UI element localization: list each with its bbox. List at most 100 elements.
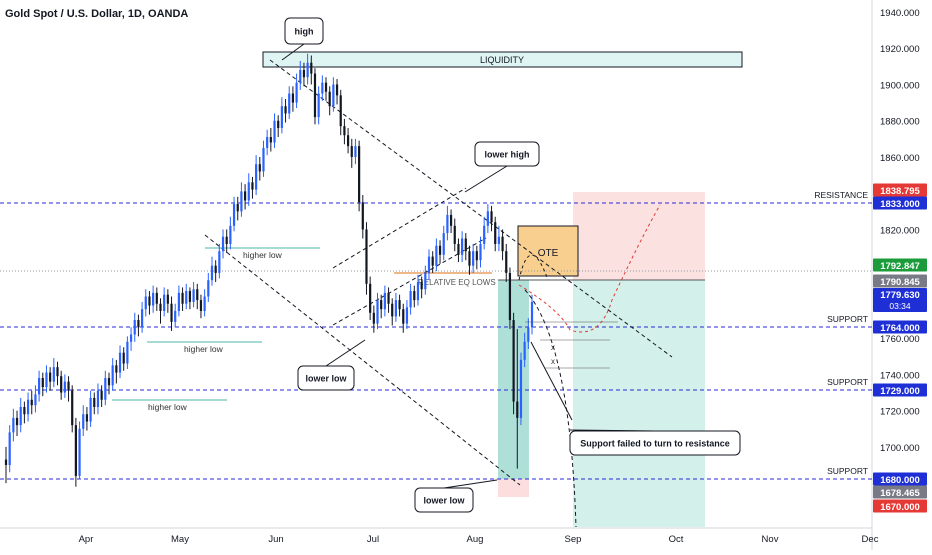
price-tag-label: 1792.847 bbox=[880, 261, 920, 272]
higher-low-label: higher low bbox=[243, 250, 283, 260]
x-tick-label: Sep bbox=[565, 534, 582, 545]
candle-body bbox=[78, 428, 81, 476]
y-tick-label: 1760.000 bbox=[880, 334, 920, 345]
candle-body bbox=[107, 378, 111, 386]
y-tick-label: 1860.000 bbox=[880, 153, 920, 164]
y-tick-label: 1920.000 bbox=[880, 44, 920, 55]
candle-body bbox=[229, 225, 232, 244]
candle-body bbox=[457, 243, 460, 255]
candle-body bbox=[402, 309, 405, 324]
candle-body bbox=[288, 93, 291, 114]
y-tick-label: 1820.000 bbox=[880, 225, 920, 236]
candle-body bbox=[221, 236, 225, 252]
annotation-lower-low-2-pointer bbox=[443, 479, 498, 489]
candle-body bbox=[365, 229, 368, 284]
candle-body bbox=[530, 301, 534, 328]
annotation-lower-low-2[interactable]: lower low bbox=[414, 479, 498, 513]
price-tag bbox=[873, 383, 927, 397]
channel-line-upper bbox=[332, 187, 467, 269]
candle-body bbox=[387, 292, 390, 304]
candle-body bbox=[335, 84, 339, 96]
candle-body bbox=[177, 292, 180, 311]
annotation-lower-low[interactable]: lower low bbox=[297, 339, 366, 391]
price-tag-label: 1764.000 bbox=[880, 323, 920, 334]
trade-target-zone bbox=[573, 280, 705, 527]
candle-body bbox=[394, 300, 398, 317]
candle-body bbox=[133, 320, 136, 335]
candle-body bbox=[262, 147, 265, 172]
candle-body bbox=[516, 401, 519, 418]
candle-body bbox=[60, 376, 63, 393]
bearish-path bbox=[524, 289, 577, 528]
candle-body bbox=[306, 62, 309, 78]
candle-body bbox=[291, 93, 295, 103]
candle-body bbox=[280, 106, 283, 128]
candle-body bbox=[391, 303, 394, 317]
annotation-support-failed[interactable]: Support failed to turn to resistance bbox=[569, 429, 741, 456]
candle-body bbox=[339, 95, 342, 127]
candle-body bbox=[23, 407, 26, 415]
candle-body bbox=[188, 291, 192, 302]
x-tick-label: Jun bbox=[268, 534, 283, 545]
level-label-resistance: RESISTANCE bbox=[814, 190, 868, 200]
annotation-lower-high[interactable]: lower high bbox=[464, 141, 540, 193]
candle-body bbox=[89, 397, 92, 422]
annotation-high[interactable]: high bbox=[281, 17, 324, 61]
candle-body bbox=[273, 120, 276, 143]
x-mark: x bbox=[551, 357, 555, 366]
candle-body bbox=[49, 372, 52, 382]
candle-body bbox=[236, 204, 239, 212]
candle-body bbox=[45, 372, 48, 388]
annotation-lower-high-pointer bbox=[464, 165, 508, 193]
candle-body bbox=[449, 214, 453, 226]
candle-body bbox=[343, 126, 346, 136]
higher-low-label: higher low bbox=[148, 402, 188, 412]
candle-body bbox=[30, 399, 33, 406]
candle-body bbox=[199, 300, 203, 311]
candle-body bbox=[472, 251, 475, 266]
candle-body bbox=[192, 289, 195, 302]
candle-body bbox=[52, 367, 55, 382]
level-label-support: SUPPORT bbox=[827, 314, 868, 324]
candle-body bbox=[8, 432, 11, 465]
price-tag bbox=[873, 320, 927, 334]
x-tick-label: Nov bbox=[762, 534, 779, 545]
ote-zone[interactable] bbox=[517, 225, 579, 277]
price-tag bbox=[873, 274, 927, 288]
relative-eq-lows-label: RELATIVE EQ LOWS bbox=[418, 278, 496, 287]
candle-body bbox=[225, 236, 228, 244]
chart-title: Gold Spot / U.S. Dollar, 1D, OANDA bbox=[5, 8, 188, 20]
candle-body bbox=[376, 300, 379, 324]
candle-body bbox=[490, 211, 493, 223]
candle-body bbox=[155, 292, 158, 304]
price-tag-label: 1680.000 bbox=[880, 475, 920, 486]
price-tag bbox=[873, 183, 927, 197]
candle-body bbox=[416, 281, 420, 301]
candle-body bbox=[163, 294, 166, 311]
price-tag-sub: 03:34 bbox=[889, 301, 911, 311]
liquidity-zone[interactable] bbox=[262, 51, 743, 68]
x-tick-label: Dec bbox=[862, 534, 879, 545]
candle-body bbox=[527, 327, 530, 342]
candle-body bbox=[479, 243, 482, 261]
candle-body bbox=[174, 310, 177, 322]
candle-body bbox=[284, 106, 287, 114]
candle-body bbox=[372, 312, 375, 324]
candle-body bbox=[207, 280, 210, 297]
x-tick-label: May bbox=[171, 534, 189, 545]
projection-path bbox=[518, 204, 661, 333]
candle-body bbox=[497, 236, 500, 244]
candle-body bbox=[210, 265, 214, 281]
price-tag-label: 1678.465 bbox=[880, 488, 920, 499]
channel-line-lower bbox=[332, 237, 487, 326]
annotation-high-text: high bbox=[295, 27, 314, 37]
candle-body bbox=[93, 397, 96, 408]
price-tag-label: 1729.000 bbox=[880, 386, 920, 397]
candle-body bbox=[317, 93, 320, 118]
x-tick-label: Oct bbox=[669, 534, 684, 545]
price-tag bbox=[873, 499, 927, 513]
candle-body bbox=[203, 296, 206, 311]
candle-body bbox=[420, 281, 423, 290]
